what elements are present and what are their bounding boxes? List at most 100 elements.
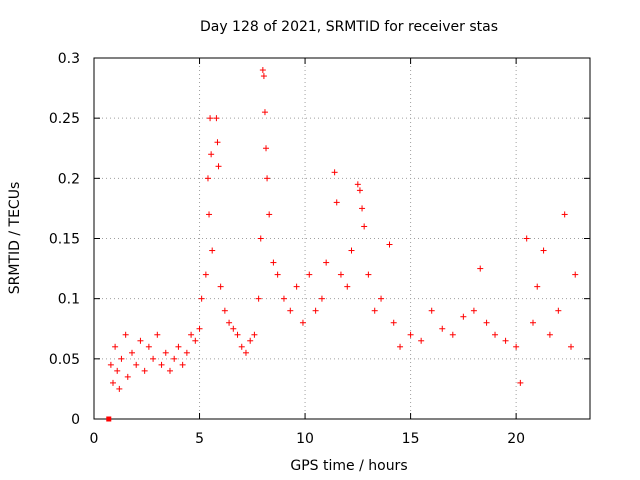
data-point bbox=[348, 247, 355, 254]
data-point bbox=[263, 145, 270, 152]
data-point bbox=[572, 271, 579, 278]
data-point bbox=[251, 331, 258, 338]
data-point bbox=[318, 295, 325, 302]
x-tick-label: 15 bbox=[402, 431, 420, 447]
data-point bbox=[418, 337, 425, 344]
data-point bbox=[192, 337, 199, 344]
data-point bbox=[428, 307, 435, 314]
data-point bbox=[530, 319, 537, 326]
data-point bbox=[106, 416, 112, 422]
data-point bbox=[517, 379, 524, 386]
data-point bbox=[217, 283, 224, 290]
data-point bbox=[198, 295, 205, 302]
data-point bbox=[540, 247, 547, 254]
data-point bbox=[213, 115, 220, 122]
data-point bbox=[378, 295, 385, 302]
data-point bbox=[354, 181, 361, 188]
data-point bbox=[439, 325, 446, 332]
data-point bbox=[221, 307, 228, 314]
y-tick-label: 0.05 bbox=[49, 352, 80, 368]
data-point bbox=[124, 373, 131, 380]
data-point bbox=[477, 265, 484, 272]
data-point bbox=[523, 235, 530, 242]
data-point bbox=[483, 319, 490, 326]
data-point bbox=[137, 337, 144, 344]
data-point bbox=[183, 349, 190, 356]
x-tick-label: 5 bbox=[195, 431, 204, 447]
data-point bbox=[150, 355, 157, 362]
data-point bbox=[114, 367, 121, 374]
data-point bbox=[154, 331, 161, 338]
data-point bbox=[175, 343, 182, 350]
data-point bbox=[344, 283, 351, 290]
chart-title: Day 128 of 2021, SRMTID for receiver sta… bbox=[200, 19, 498, 35]
data-point bbox=[255, 295, 262, 302]
data-point bbox=[179, 361, 186, 368]
x-axis-label: GPS time / hours bbox=[290, 458, 407, 474]
data-point bbox=[287, 307, 294, 314]
y-tick-label: 0.25 bbox=[49, 111, 80, 127]
data-point bbox=[356, 187, 363, 194]
data-point bbox=[259, 67, 266, 74]
y-tick-label: 0.15 bbox=[49, 232, 80, 248]
data-point bbox=[534, 283, 541, 290]
data-point bbox=[312, 307, 319, 314]
data-point bbox=[274, 271, 281, 278]
data-point bbox=[107, 361, 114, 368]
data-point bbox=[242, 349, 249, 356]
data-point bbox=[215, 163, 222, 170]
data-point bbox=[260, 73, 267, 80]
data-point bbox=[208, 151, 215, 158]
x-tick-label: 10 bbox=[296, 431, 314, 447]
axes bbox=[93, 57, 591, 420]
x-tick-label: 20 bbox=[507, 431, 525, 447]
data-point bbox=[230, 325, 237, 332]
data-point bbox=[209, 247, 216, 254]
data-point bbox=[261, 109, 268, 116]
data-point bbox=[470, 307, 477, 314]
data-point bbox=[118, 355, 125, 362]
data-point bbox=[331, 169, 338, 176]
data-point bbox=[257, 235, 264, 242]
data-point bbox=[397, 343, 404, 350]
data-point bbox=[145, 343, 152, 350]
data-point bbox=[492, 331, 499, 338]
y-tick-label: 0 bbox=[71, 412, 80, 428]
data-point bbox=[204, 175, 211, 182]
data-point bbox=[371, 307, 378, 314]
data-point bbox=[133, 361, 140, 368]
data-point bbox=[234, 331, 241, 338]
data-point bbox=[122, 331, 129, 338]
data-point bbox=[188, 331, 195, 338]
x-tick-label: 0 bbox=[90, 431, 99, 447]
data-point bbox=[460, 313, 467, 320]
data-point bbox=[449, 331, 456, 338]
data-point bbox=[390, 319, 397, 326]
data-point bbox=[280, 295, 287, 302]
data-point bbox=[162, 349, 169, 356]
y-tick-label: 0.2 bbox=[58, 171, 80, 187]
data-point bbox=[109, 379, 116, 386]
data-point bbox=[546, 331, 553, 338]
data-point bbox=[568, 343, 575, 350]
data-point bbox=[141, 367, 148, 374]
data-point bbox=[333, 199, 340, 206]
data-point bbox=[264, 175, 271, 182]
data-point bbox=[196, 325, 203, 332]
data-point bbox=[266, 211, 273, 218]
data-point bbox=[247, 337, 254, 344]
data-point bbox=[206, 211, 213, 218]
tick-labels: 0 5 10 15 20 0 0.05 0.1 0.15 0.2 0.25 0.3 bbox=[49, 51, 525, 447]
data-point bbox=[207, 115, 214, 122]
data-point bbox=[238, 343, 245, 350]
data-point bbox=[158, 361, 165, 368]
data-point bbox=[270, 259, 277, 266]
y-axis-label: SRMTID / TECUs bbox=[7, 182, 23, 295]
data-point bbox=[202, 271, 209, 278]
data-point bbox=[323, 259, 330, 266]
y-tick-label: 0.3 bbox=[58, 51, 80, 67]
data-points bbox=[106, 67, 579, 422]
data-point bbox=[171, 355, 178, 362]
data-point bbox=[299, 319, 306, 326]
